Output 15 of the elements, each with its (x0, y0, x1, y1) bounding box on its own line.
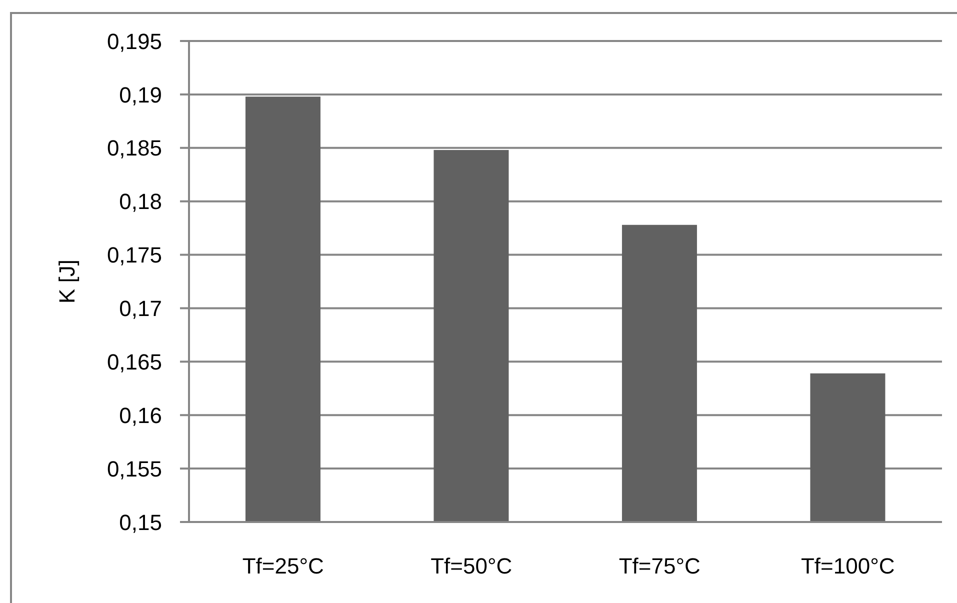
y-tick-label: 0,15 (119, 510, 162, 535)
y-tick-label: 0,17 (119, 296, 162, 322)
y-tick-label: 0,195 (106, 28, 162, 54)
y-tick-label: 0,155 (106, 456, 162, 482)
y-tick-label: 0,18 (119, 189, 162, 214)
y-axis-title: K [J] (54, 259, 80, 304)
y-tick-label: 0,16 (119, 402, 162, 428)
y-tick-label: 0,165 (106, 349, 162, 374)
x-tick-label: Tf=75°C (618, 554, 701, 579)
y-tick-label: 0,185 (106, 136, 162, 161)
y-tick-label: 0,19 (119, 82, 162, 108)
y-tick-label: 0,175 (106, 242, 162, 268)
x-tick-label: Tf=100°C (800, 554, 895, 579)
x-tick-label: Tf=25°C (242, 554, 324, 579)
x-tick-label: Tf=50°C (430, 554, 512, 579)
